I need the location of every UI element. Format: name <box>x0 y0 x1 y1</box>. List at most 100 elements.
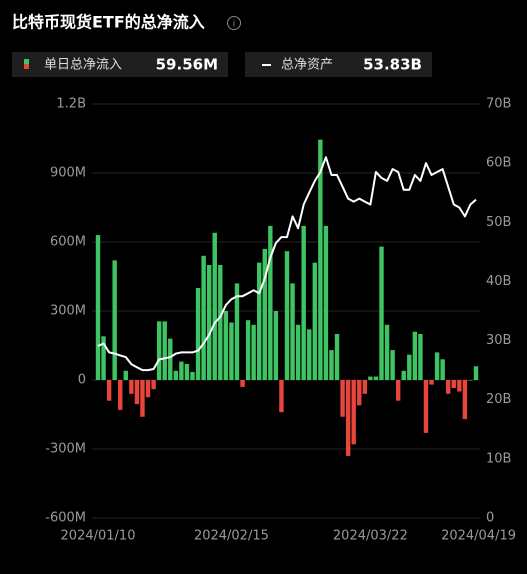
bar <box>240 380 245 387</box>
bar <box>312 262 317 380</box>
bar <box>295 324 301 380</box>
y2-tick-label: 50B <box>486 215 511 230</box>
bar <box>407 354 412 380</box>
bar <box>273 311 279 380</box>
legend-value: 53.83B <box>363 56 422 74</box>
bar <box>257 262 262 380</box>
chart-title: 比特币现货ETF的总净流入 <box>12 13 205 32</box>
bar <box>112 260 117 380</box>
y-tick-label: -600M <box>45 511 86 526</box>
legend-marker <box>24 64 29 69</box>
y-tick-label: -300M <box>45 442 86 457</box>
bar <box>156 321 162 380</box>
y2-tick-label: 20B <box>486 392 511 407</box>
bar <box>123 370 128 380</box>
y-tick-label: 600M <box>50 235 86 250</box>
y-tick-label: 0 <box>78 373 86 388</box>
bar <box>245 320 251 380</box>
x-tick-label: 2024/01/10 <box>61 529 136 544</box>
bar <box>423 380 429 433</box>
y-tick-label: 300M <box>50 304 86 319</box>
bar <box>162 321 167 380</box>
bar <box>318 139 323 380</box>
y-tick-label: 1.2B <box>56 97 86 112</box>
bar <box>212 232 217 380</box>
bar <box>151 380 156 390</box>
bar <box>168 338 173 380</box>
bar <box>451 380 456 389</box>
bar <box>462 380 468 420</box>
bar <box>190 371 195 380</box>
bar <box>179 361 184 380</box>
bar <box>440 359 445 380</box>
bar <box>268 225 273 380</box>
bar <box>284 251 290 380</box>
x-tick-label: 2024/03/22 <box>333 529 408 544</box>
bar <box>329 350 334 380</box>
bar <box>368 376 373 380</box>
bar <box>362 380 368 394</box>
legend-box <box>245 52 432 77</box>
bar <box>218 265 223 380</box>
bar <box>457 380 462 392</box>
svg-text:i: i <box>233 20 236 30</box>
bar <box>101 336 106 380</box>
legend-value: 59.56M <box>156 56 218 74</box>
bar <box>201 255 206 380</box>
bar <box>373 376 379 380</box>
info-icon[interactable]: i <box>227 16 241 30</box>
y2-tick-label: 70B <box>486 97 511 112</box>
bar <box>223 311 229 380</box>
bar <box>401 370 406 380</box>
bar <box>234 283 240 380</box>
bar <box>251 324 256 380</box>
bar <box>357 380 362 406</box>
line <box>97 156 477 372</box>
legend-marker <box>24 59 29 64</box>
bar <box>412 331 418 380</box>
bar <box>351 380 356 445</box>
bar <box>140 380 145 417</box>
bar <box>379 246 384 380</box>
x-tick-label: 2024/04/19 <box>441 529 516 544</box>
bar <box>279 380 284 413</box>
bar <box>195 288 201 380</box>
bar <box>468 380 473 381</box>
y-tick-label: 900M <box>50 166 86 181</box>
bar <box>229 322 234 380</box>
bar <box>345 380 351 456</box>
bar <box>384 324 390 380</box>
bar <box>206 265 212 380</box>
bar <box>118 380 123 410</box>
bar <box>145 380 151 398</box>
y2-tick-label: 60B <box>486 156 511 171</box>
bar <box>106 380 112 401</box>
bar <box>446 380 451 394</box>
bar <box>390 350 395 380</box>
bar <box>473 366 479 380</box>
bar <box>262 248 267 380</box>
bar <box>184 363 190 380</box>
bar <box>129 380 134 394</box>
bar <box>134 380 140 405</box>
legend-label: 单日总净流入 <box>44 58 122 73</box>
legend-label: 总净资产 <box>281 58 333 73</box>
y2-tick-label: 10B <box>486 451 511 466</box>
bar <box>173 370 179 380</box>
bar <box>307 329 312 380</box>
bar <box>434 352 440 380</box>
x-tick-label: 2024/02/15 <box>194 529 269 544</box>
bar <box>95 235 101 380</box>
bar <box>334 334 340 380</box>
y2-tick-label: 40B <box>486 274 511 289</box>
bar <box>323 225 329 380</box>
bar <box>340 380 345 417</box>
y2-tick-label: 30B <box>486 333 511 348</box>
bar <box>290 283 295 380</box>
bar <box>301 225 306 380</box>
bar <box>418 334 423 380</box>
bar <box>429 380 434 385</box>
bar <box>395 380 401 401</box>
